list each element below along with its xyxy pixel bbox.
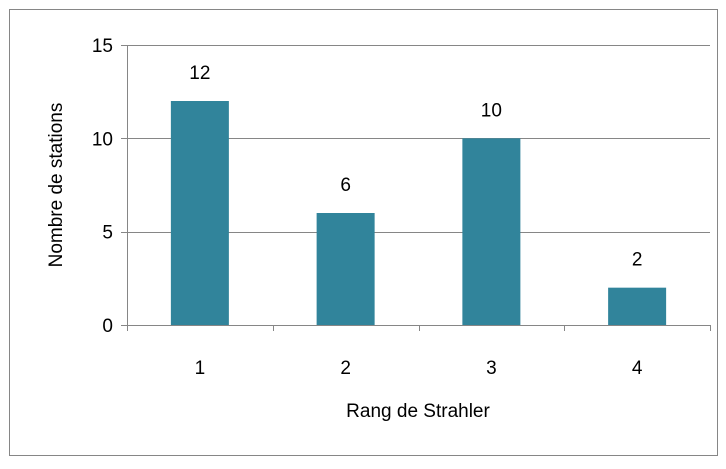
y-axis-title: Nombre de stations [46,103,67,268]
data-label-4: 2 [632,250,643,271]
bar-4 [608,287,667,325]
data-label-2: 6 [340,175,351,196]
y-tick-label-0: 0 [102,316,113,337]
bar-2 [316,213,375,325]
bar-3 [462,138,521,325]
bars [170,101,667,325]
data-label-1: 12 [189,63,210,84]
x-tick-label-2: 2 [340,358,351,379]
y-tick-label-1: 5 [102,223,113,244]
x-axis-title: Rang de Strahler [346,401,490,422]
x-tick-label-1: 1 [195,358,206,379]
labels: 0 5 10 15 1 12 2 6 3 10 4 2 [92,36,643,379]
data-label-3: 10 [481,100,502,121]
x-tick-label-4: 4 [632,358,643,379]
axes [121,45,711,331]
x-tick-label-3: 3 [486,358,497,379]
y-tick-label-3: 15 [92,36,113,57]
y-tick-label-2: 10 [92,129,113,150]
bar-1 [170,101,229,325]
